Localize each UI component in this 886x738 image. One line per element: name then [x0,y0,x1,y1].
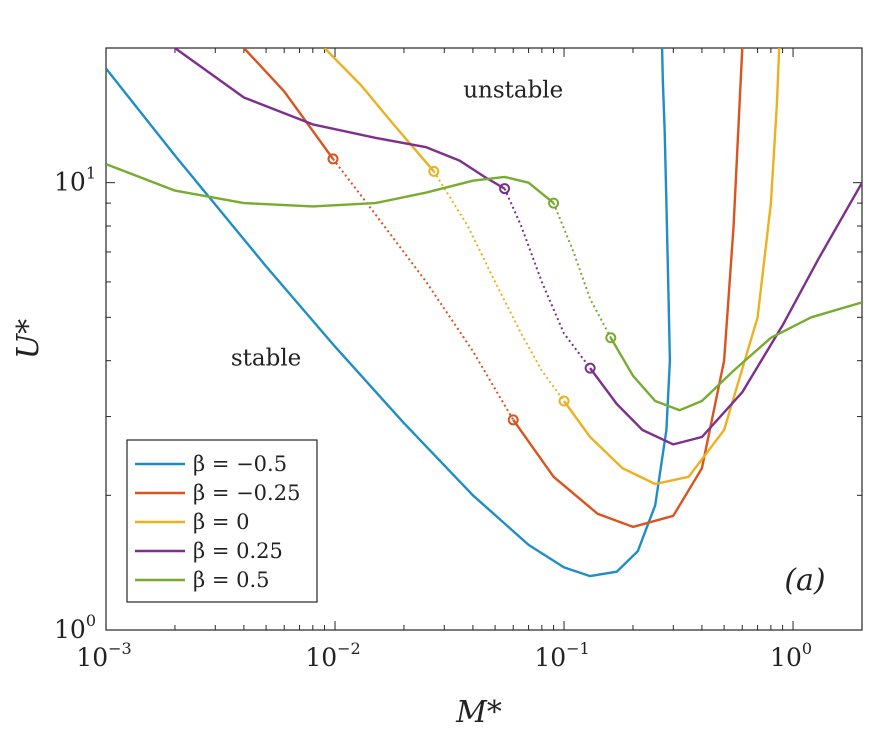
y-axis-label: U* [11,319,46,359]
x-tick-base: 10 [770,643,802,672]
series-line-dotted [332,158,515,421]
x-tick-labels: 10−3 10−2 10−1 100 [76,639,812,672]
series-marker [499,183,511,195]
series-line-solid [243,48,334,160]
legend-entry: β = 0 [135,510,249,534]
x-tick-exponent: 0 [802,639,812,658]
series-line-dotted [552,202,612,339]
series-line [106,48,672,578]
legend-label: β = 0.5 [193,568,269,592]
series-4 [106,162,862,412]
x-tick-base: 10 [76,643,108,672]
x-tick-label: 100 [770,639,812,672]
series-3 [174,48,862,446]
legend-entries: β = −0.5 β = −0.25 β = 0 β = 0.25 β = 0.5 [135,452,300,592]
x-tick-label: 10−3 [76,639,131,672]
x-tick-base: 10 [305,643,337,672]
series-line-solid [174,48,506,190]
series-line-dotted [503,188,591,369]
y-tick-label: 101 [54,164,96,197]
series-line-solid [323,48,435,173]
legend-entry: β = −0.25 [135,481,300,505]
legend: β = −0.5 β = −0.25 β = 0 β = 0.25 β = 0.5 [126,439,318,603]
y-tick-exponent: 0 [86,611,96,630]
x-axis-label: M* [455,695,502,730]
x-tick-exponent: −1 [566,639,590,658]
x-tick-base: 10 [534,643,566,672]
series-marker [327,153,339,165]
series-marker [428,165,440,177]
legend-entry: β = −0.5 [135,452,287,476]
unstable-label: unstable [463,78,563,104]
series-line-solid [563,48,781,486]
series-0 [106,48,672,578]
legend-label: β = 0 [193,510,249,534]
legend-label: β = −0.25 [193,481,300,505]
x-tick-label: 10−1 [534,639,589,672]
legend-entry: β = 0.25 [135,539,283,563]
series-layer [106,48,862,578]
legend-label: β = −0.5 [193,452,287,476]
series-marker [507,414,519,426]
y-tick-label: 100 [54,611,96,644]
series-1 [243,48,744,529]
series-marker [558,395,570,407]
series-marker [548,197,560,209]
tick-marks [105,47,863,631]
series-marker [584,362,596,374]
series-line-solid [106,162,555,208]
y-tick-base: 10 [54,168,86,197]
x-tick-exponent: −3 [108,639,132,658]
series-line-solid [512,48,744,529]
series-line-dotted [432,170,565,402]
x-tick-exponent: −2 [337,639,361,658]
series-2 [323,48,781,486]
stable-label: stable [231,346,301,372]
series-marker [605,332,617,344]
x-tick-label: 10−2 [305,639,360,672]
legend-entry: β = 0.5 [135,568,269,592]
panel-label: (a) [784,563,825,598]
series-line-solid [609,301,862,412]
y-tick-base: 10 [54,615,86,644]
series-line-solid [589,182,862,446]
legend-label: β = 0.25 [193,539,283,563]
y-tick-exponent: 1 [86,164,96,183]
